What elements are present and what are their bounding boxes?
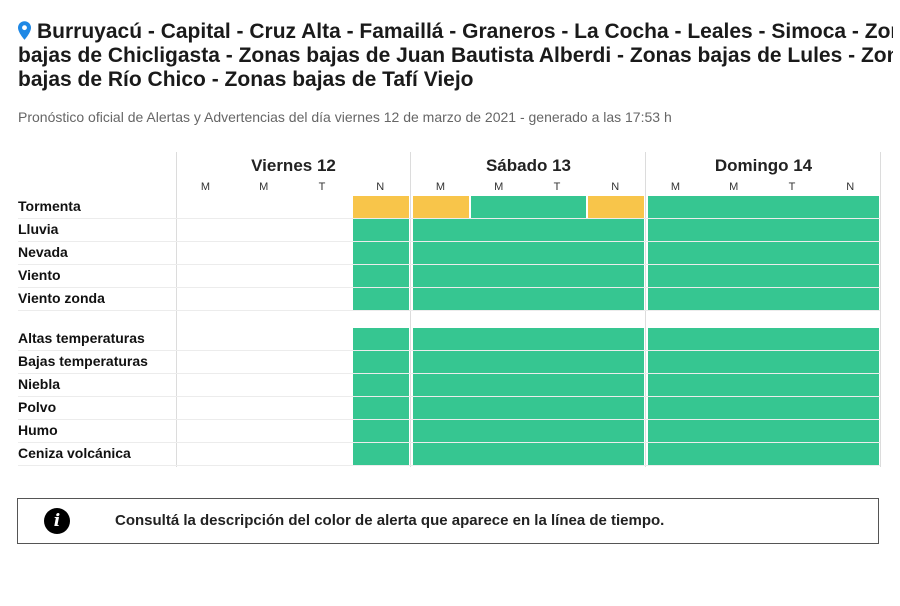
alert-row-label: Ceniza volcánica <box>18 445 131 461</box>
title-text-1: Burruyacú - Capital - Cruz Alta - Famail… <box>37 20 893 43</box>
row-divider <box>18 419 880 420</box>
info-text: Consultá la descripción del color de ale… <box>115 512 665 529</box>
day-header: Sábado 13 <box>485 156 572 175</box>
alert-cell-green[interactable] <box>352 219 409 241</box>
alert-cell-green[interactable] <box>413 420 644 442</box>
alert-row-label: Altas temperaturas <box>18 330 145 346</box>
alert-cell-yellow[interactable] <box>352 196 409 218</box>
title-line-3: bajas de Río Chico - Zonas bajas de Tafí… <box>18 68 474 91</box>
day-separator <box>645 152 646 467</box>
row-divider <box>18 310 880 311</box>
time-slot-label: M <box>259 181 269 193</box>
day-separator <box>880 152 881 467</box>
alert-cell-green[interactable] <box>413 328 644 350</box>
alert-row-label: Viento <box>18 267 61 283</box>
info-icon: i <box>44 508 70 534</box>
alert-cell-green[interactable] <box>413 351 644 373</box>
alert-row-label: Bajas temperaturas <box>18 353 148 369</box>
time-slot-label: M <box>494 181 504 193</box>
alert-cell-yellow[interactable] <box>413 196 470 218</box>
alert-cell-yellow[interactable] <box>587 196 644 218</box>
row-divider <box>18 350 880 351</box>
time-slot-label: N <box>611 181 620 193</box>
alert-cell-green[interactable] <box>352 351 409 373</box>
alert-cell-green[interactable] <box>648 397 879 419</box>
alert-cell-green[interactable] <box>648 351 879 373</box>
time-slot-label: T <box>553 181 561 193</box>
alert-cell-green[interactable] <box>413 288 644 310</box>
alert-cell-green[interactable] <box>352 420 409 442</box>
time-slot-label: T <box>788 181 796 193</box>
alert-cell-green[interactable] <box>648 196 879 218</box>
alert-cell-green[interactable] <box>648 219 879 241</box>
alert-cell-green[interactable] <box>413 265 644 287</box>
alert-row-label: Viento zonda <box>18 290 105 306</box>
time-slot-label: M <box>670 181 681 193</box>
alert-cell-green[interactable] <box>648 420 879 442</box>
alert-row-label: Nevada <box>18 244 68 260</box>
alert-cell-green[interactable] <box>352 288 409 310</box>
alert-cell-green[interactable] <box>352 443 409 465</box>
time-slot-label: T <box>318 181 326 193</box>
alert-row-label: Niebla <box>18 376 61 392</box>
alert-row-label: Tormenta <box>18 198 81 214</box>
alert-row-label: Humo <box>18 422 58 438</box>
time-slot-label: M <box>435 181 446 193</box>
row-divider <box>18 241 880 242</box>
alert-cell-green[interactable] <box>413 374 644 396</box>
forecast-subtitle: Pronóstico oficial de Alertas y Adverten… <box>18 109 672 125</box>
time-slot-label: M <box>200 181 211 193</box>
title-line-2: bajas de Chicligasta - Zonas bajas de Ju… <box>18 44 893 67</box>
day-separator <box>410 152 411 467</box>
time-slot-label: M <box>729 181 739 193</box>
title-line-1: Burruyacú - Capital - Cruz Alta - Famail… <box>18 20 893 44</box>
alert-cell-green[interactable] <box>648 374 879 396</box>
alert-cell-green[interactable] <box>413 443 644 465</box>
row-divider <box>18 287 880 288</box>
row-divider <box>18 373 880 374</box>
alert-cell-green[interactable] <box>413 397 644 419</box>
time-slot-label: N <box>846 181 855 193</box>
alert-cell-green[interactable] <box>352 374 409 396</box>
info-notice: i Consultá la descripción del color de a… <box>17 498 879 544</box>
day-header: Viernes 12 <box>251 156 336 175</box>
page-title: Burruyacú - Capital - Cruz Alta - Famail… <box>18 20 893 92</box>
alert-cell-green[interactable] <box>648 288 879 310</box>
alert-row-label: Lluvia <box>18 221 59 237</box>
row-divider <box>18 442 880 443</box>
row-divider <box>18 465 880 466</box>
alert-cell-green[interactable] <box>352 328 409 350</box>
alert-cell-green[interactable] <box>648 242 879 264</box>
alert-cell-green[interactable] <box>471 196 586 218</box>
alert-row-label: Polvo <box>18 399 57 415</box>
location-pin-icon <box>18 21 31 40</box>
day-separator <box>176 152 177 467</box>
alert-cell-green[interactable] <box>648 443 879 465</box>
alert-cell-green[interactable] <box>648 265 879 287</box>
row-divider <box>18 396 880 397</box>
row-divider <box>18 264 880 265</box>
row-divider <box>18 218 880 219</box>
alert-cell-green[interactable] <box>648 328 879 350</box>
day-header: Domingo 14 <box>714 156 813 175</box>
alert-cell-green[interactable] <box>413 242 644 264</box>
alert-cell-green[interactable] <box>413 219 644 241</box>
alert-cell-green[interactable] <box>352 265 409 287</box>
alert-cell-green[interactable] <box>352 242 409 264</box>
alert-cell-green[interactable] <box>352 397 409 419</box>
time-slot-label: N <box>376 181 385 193</box>
